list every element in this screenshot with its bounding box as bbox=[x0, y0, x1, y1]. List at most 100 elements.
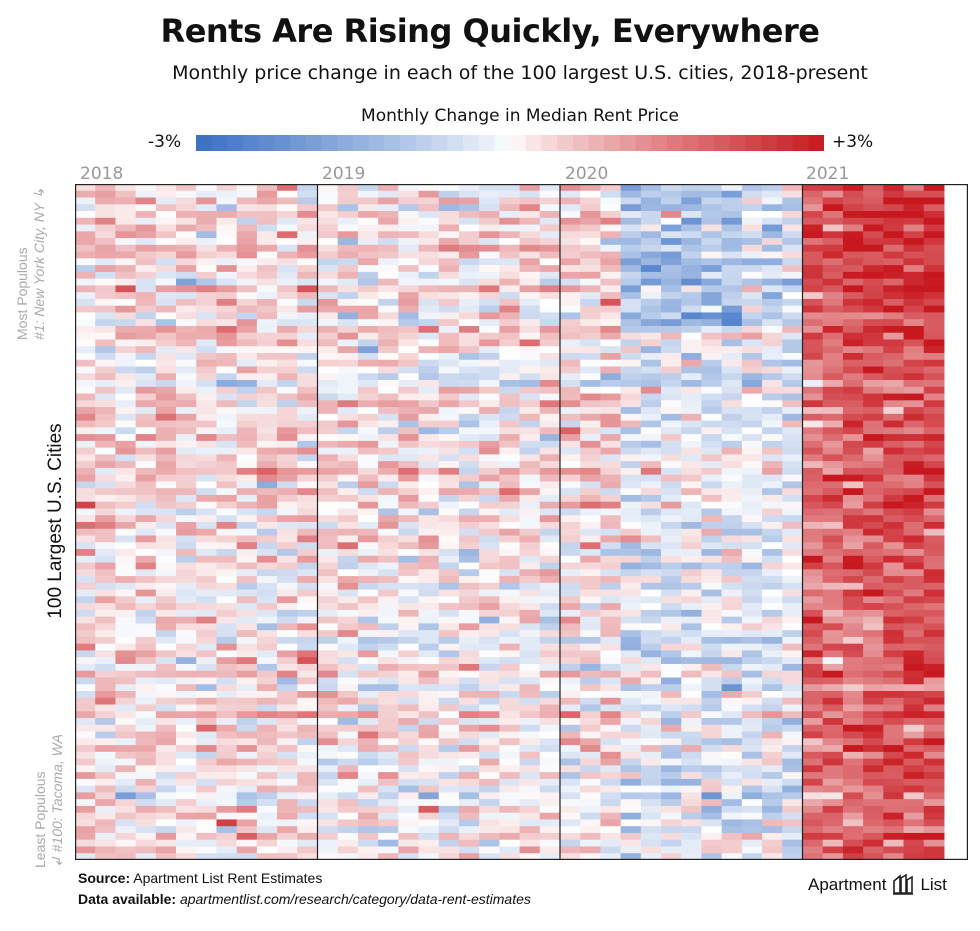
heatmap-cell bbox=[661, 312, 682, 320]
heatmap-cell bbox=[600, 772, 622, 780]
heatmap-cell bbox=[337, 535, 359, 543]
heatmap-cell bbox=[762, 711, 783, 719]
heatmap-cell bbox=[923, 636, 945, 645]
heatmap-cell bbox=[620, 819, 642, 827]
heatmap-cell bbox=[560, 258, 581, 266]
heatmap-cell bbox=[479, 596, 500, 604]
heatmap-cell bbox=[721, 535, 743, 543]
heatmap-cell bbox=[539, 238, 561, 246]
heatmap-cell bbox=[802, 244, 824, 253]
heatmap-cell bbox=[519, 285, 541, 293]
heatmap-cell bbox=[721, 231, 743, 239]
heatmap-cell bbox=[762, 549, 783, 557]
heatmap-cell bbox=[75, 353, 96, 361]
heatmap-cell bbox=[681, 711, 702, 719]
heatmap-cell bbox=[741, 724, 763, 733]
heatmap-cell bbox=[155, 839, 177, 847]
heatmap-cell bbox=[357, 353, 379, 361]
heatmap-cell bbox=[216, 826, 238, 834]
heatmap-cell bbox=[681, 731, 702, 739]
heatmap-cell bbox=[317, 522, 339, 530]
heatmap-cell bbox=[236, 846, 258, 854]
heatmap-cell bbox=[762, 684, 783, 692]
heatmap-cell bbox=[458, 853, 480, 860]
heatmap-cell bbox=[196, 190, 217, 199]
top-note-text: #1: New York City, NY bbox=[31, 203, 47, 340]
heatmap-cell bbox=[418, 481, 440, 489]
heatmap-cell bbox=[135, 670, 157, 678]
heatmap-cell bbox=[297, 325, 318, 334]
data-label: Data available: bbox=[78, 891, 177, 907]
heatmap-cell bbox=[903, 630, 925, 638]
heatmap-cell bbox=[539, 650, 561, 658]
heatmap-cell bbox=[317, 826, 339, 834]
data-link[interactable]: apartmentlist.com/research/category/data… bbox=[179, 891, 531, 907]
heatmap-cell bbox=[176, 474, 197, 482]
heatmap-cell bbox=[357, 481, 379, 489]
heatmap-cell bbox=[741, 772, 763, 780]
heatmap-cell bbox=[95, 805, 116, 814]
heatmap-cell bbox=[640, 826, 662, 834]
heatmap-cell bbox=[337, 251, 359, 259]
heatmap-cell bbox=[701, 346, 723, 354]
heatmap-cell bbox=[196, 481, 217, 489]
heatmap-cell bbox=[277, 751, 298, 760]
heatmap-cell bbox=[155, 751, 177, 760]
heatmap-cell bbox=[236, 528, 258, 537]
heatmap-cell bbox=[256, 603, 278, 611]
heatmap-cell bbox=[196, 244, 217, 253]
heatmap-cell bbox=[863, 670, 884, 678]
heatmap-cell bbox=[317, 677, 339, 685]
heatmap-cell bbox=[701, 251, 723, 259]
heatmap-cell bbox=[620, 596, 642, 604]
heatmap-cell bbox=[519, 380, 541, 388]
heatmap-cell bbox=[155, 609, 177, 618]
heatmap-cell bbox=[681, 211, 702, 219]
heatmap-cell bbox=[176, 636, 197, 645]
heatmap-cell bbox=[802, 853, 824, 860]
heatmap-cell bbox=[923, 366, 945, 374]
heatmap-cell bbox=[317, 684, 339, 692]
heatmap-cell bbox=[903, 238, 925, 246]
heatmap-cell bbox=[539, 549, 561, 557]
heatmap-cell bbox=[357, 285, 379, 293]
heatmap-cell bbox=[560, 684, 581, 692]
heatmap-cell bbox=[762, 359, 783, 368]
heatmap-cell bbox=[216, 366, 238, 374]
heatmap-cell bbox=[600, 353, 622, 361]
heatmap-cell bbox=[337, 292, 359, 300]
heatmap-cell bbox=[115, 562, 137, 570]
heatmap-cell bbox=[398, 488, 420, 496]
heatmap-cell bbox=[95, 853, 116, 860]
heatmap-cell bbox=[661, 380, 682, 388]
heatmap-cell bbox=[661, 413, 682, 422]
heatmap-cell bbox=[135, 184, 157, 192]
heatmap-cell bbox=[681, 346, 702, 354]
heatmap-cell bbox=[903, 312, 925, 320]
heatmap-cell bbox=[903, 467, 925, 476]
heatmap-cell bbox=[499, 292, 521, 300]
heatmap-cell bbox=[600, 846, 622, 854]
heatmap-cell bbox=[802, 380, 824, 388]
heatmap-cell bbox=[458, 292, 480, 300]
heatmap-cell bbox=[883, 211, 905, 219]
heatmap-cell bbox=[135, 481, 157, 489]
heatmap-cell bbox=[580, 765, 601, 773]
heatmap-cell bbox=[155, 616, 177, 624]
heatmap-cell bbox=[418, 190, 440, 199]
heatmap-cell bbox=[863, 549, 884, 557]
heatmap-cell bbox=[277, 197, 298, 205]
heatmap-cell bbox=[661, 271, 682, 280]
heatmap-cell bbox=[842, 393, 864, 401]
heatmap-cell bbox=[782, 298, 803, 307]
heatmap-cell bbox=[378, 745, 399, 753]
heatmap-cell bbox=[317, 386, 339, 395]
heatmap-cell bbox=[337, 731, 359, 739]
heatmap-cell bbox=[75, 535, 96, 543]
heatmap-cell bbox=[499, 819, 521, 827]
heatmap-cell bbox=[741, 657, 763, 665]
heatmap-cell bbox=[923, 630, 945, 638]
heatmap-cell bbox=[438, 609, 460, 618]
heatmap-cell bbox=[277, 251, 298, 259]
heatmap-cell bbox=[661, 826, 682, 834]
